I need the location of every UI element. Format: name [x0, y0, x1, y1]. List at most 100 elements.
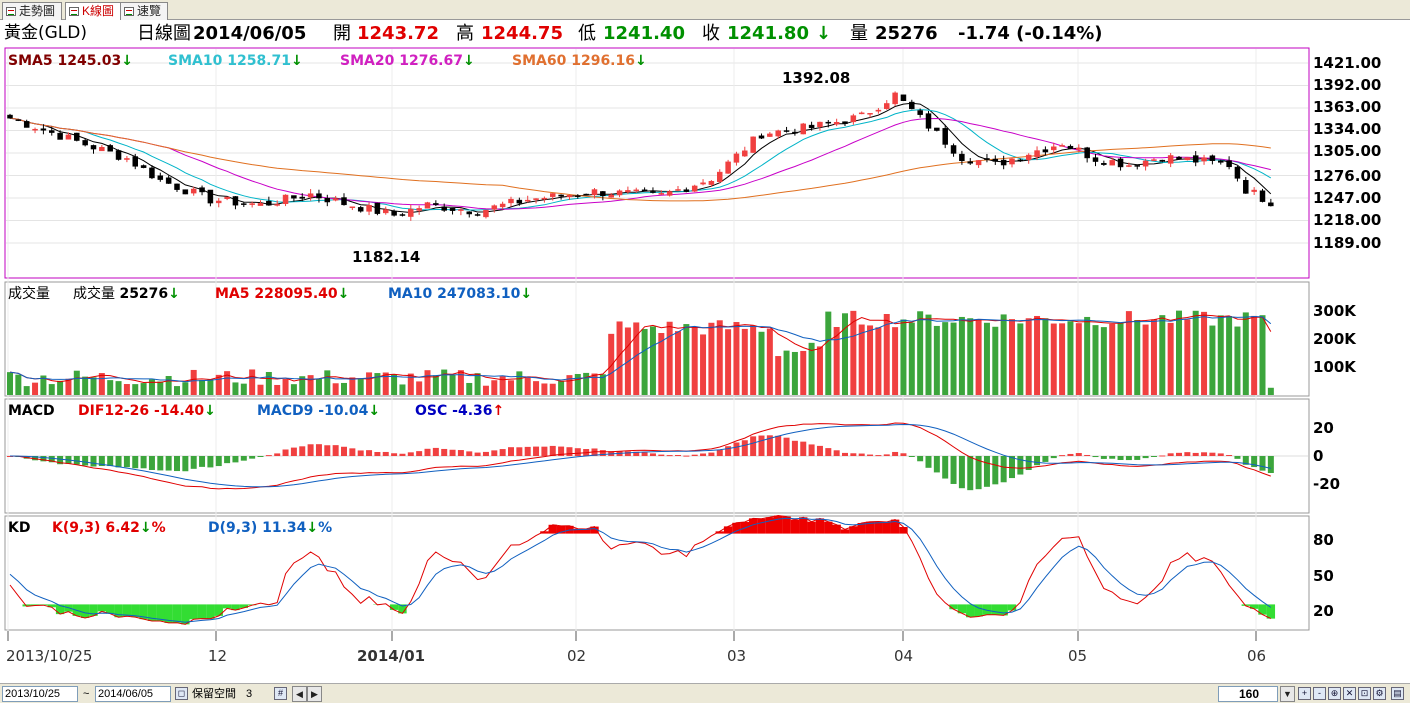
kd-overbought-fill: [790, 519, 800, 534]
osc-bar: [825, 448, 832, 456]
volume-bar: [1251, 315, 1258, 395]
candle-body: [825, 121, 832, 124]
k-line: [9, 514, 1272, 625]
chart-area[interactable]: SMA5 1245.03↓ SMA10 1258.71↓ SMA20 1276.…: [0, 45, 1410, 685]
zoom-in-icon[interactable]: +: [1298, 687, 1311, 700]
volume-bar: [574, 373, 581, 395]
candle-body: [800, 123, 806, 135]
bar-count-down-button[interactable]: ▼: [1280, 686, 1295, 702]
draw-tool-icon[interactable]: ⊕: [1328, 687, 1341, 700]
osc-bar: [140, 456, 147, 469]
volume-bar: [875, 327, 882, 395]
start-date-select[interactable]: 2013/10/25: [2, 686, 78, 702]
k-legend: K(9,3) 6.42↓%: [52, 520, 166, 536]
candle-body: [1117, 158, 1124, 168]
kd-overbought-fill: [807, 521, 816, 534]
macd9-line: [9, 423, 1271, 488]
volume-bar: [925, 314, 932, 395]
volume-panel-title: 成交量: [8, 285, 50, 302]
osc-bar: [1184, 452, 1191, 456]
candle-body: [449, 208, 456, 211]
macd-tick: -20: [1313, 475, 1340, 493]
candle-body: [733, 153, 740, 163]
high-label: 高: [456, 23, 474, 44]
candle-body: [666, 191, 673, 196]
candle-body: [1142, 160, 1149, 167]
moving-average-lines: [9, 102, 1272, 214]
bar-count-field[interactable]: 160: [1218, 686, 1278, 702]
candle-body: [357, 207, 364, 212]
x-tick: 2013/10/25: [6, 647, 92, 665]
kd-overbought-fill: [782, 516, 791, 534]
kd-tick: 50: [1313, 567, 1334, 585]
scroll-left-button[interactable]: ◀: [292, 686, 307, 702]
candle-body: [600, 191, 606, 196]
volume-bar: [908, 322, 915, 395]
candle-body: [558, 194, 564, 197]
sma10-legend: SMA10 1258.71↓: [168, 53, 303, 69]
volume-bar: [649, 326, 656, 395]
candle-body: [1192, 155, 1199, 163]
candle-body: [650, 191, 656, 193]
settings-icon[interactable]: ⚙: [1373, 687, 1386, 700]
volume-bar: [1167, 322, 1174, 395]
high-value: 1244.75: [481, 23, 563, 44]
osc-bar: [332, 445, 339, 456]
osc-bar: [1226, 454, 1233, 456]
candle-body: [1201, 157, 1207, 162]
candle-body: [1009, 158, 1015, 165]
volume-bar: [148, 379, 155, 395]
osc-bar: [858, 453, 865, 456]
candle-body: [241, 203, 247, 205]
candle-body: [140, 165, 147, 168]
candle-body: [399, 214, 406, 216]
volume-bar: [983, 322, 990, 395]
print-icon[interactable]: ▤: [1391, 687, 1404, 700]
candle-body: [875, 109, 882, 112]
reserve-space-value[interactable]: 3: [246, 688, 253, 700]
osc-bar: [290, 447, 297, 456]
x-tick: 03: [727, 647, 746, 665]
scroll-right-button[interactable]: ▶: [307, 686, 322, 702]
tab-trend[interactable]: 走勢圖: [2, 2, 63, 20]
candle-body: [550, 193, 556, 197]
osc-bar: [1100, 456, 1107, 459]
fit-icon[interactable]: ⊡: [1358, 687, 1371, 700]
volume-bar: [816, 346, 823, 395]
osc-bar: [1117, 456, 1124, 461]
candle-body: [984, 158, 990, 160]
volume-bar: [708, 322, 715, 395]
tab-kline[interactable]: K線圖: [65, 2, 122, 20]
candle-body: [792, 131, 798, 134]
osc-bar: [533, 446, 540, 456]
end-date-select[interactable]: 2014/06/05: [95, 686, 171, 702]
osc-bar: [374, 452, 381, 456]
tab-bar: 走勢圖 K線圖 速覽: [0, 0, 1410, 20]
osc-bar: [457, 450, 464, 456]
reserve-space-icon[interactable]: ◻: [175, 687, 188, 700]
volume-bar: [341, 382, 347, 395]
volume-bar: [967, 318, 974, 395]
price-tick: 1305.00: [1313, 142, 1381, 160]
volume-bar: [1159, 315, 1166, 395]
osc-bar: [1259, 456, 1266, 471]
kd-oversold-fill: [89, 604, 98, 616]
osc-bar: [257, 456, 264, 457]
crosshair-icon[interactable]: ✕: [1343, 687, 1356, 700]
osc-bar: [641, 452, 648, 456]
osc-bar: [1134, 456, 1141, 460]
price-panel-frame: [4, 47, 1310, 279]
osc-bar: [499, 449, 506, 456]
close-label: 收: [702, 23, 720, 44]
osc-bar: [382, 451, 389, 456]
volume-bar: [374, 373, 381, 395]
volume-bar: [382, 372, 389, 395]
osc-bar: [867, 454, 874, 456]
candle-body: [1251, 189, 1257, 192]
volume-bar: [441, 369, 448, 395]
tab-quick-view[interactable]: 速覽: [120, 2, 169, 20]
volume-bar: [691, 326, 698, 395]
grid-toggle-icon[interactable]: #: [274, 687, 287, 700]
candle-body: [1059, 145, 1065, 147]
zoom-out-icon[interactable]: -: [1313, 687, 1326, 700]
